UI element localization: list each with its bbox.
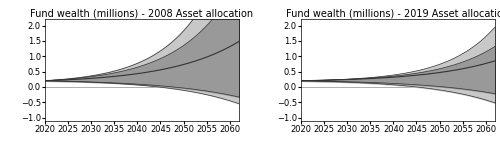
Title: Fund wealth (millions) - 2008 Asset allocation: Fund wealth (millions) - 2008 Asset allo… [30, 9, 254, 19]
Title: Fund wealth (millions) - 2019 Asset allocation: Fund wealth (millions) - 2019 Asset allo… [286, 9, 500, 19]
